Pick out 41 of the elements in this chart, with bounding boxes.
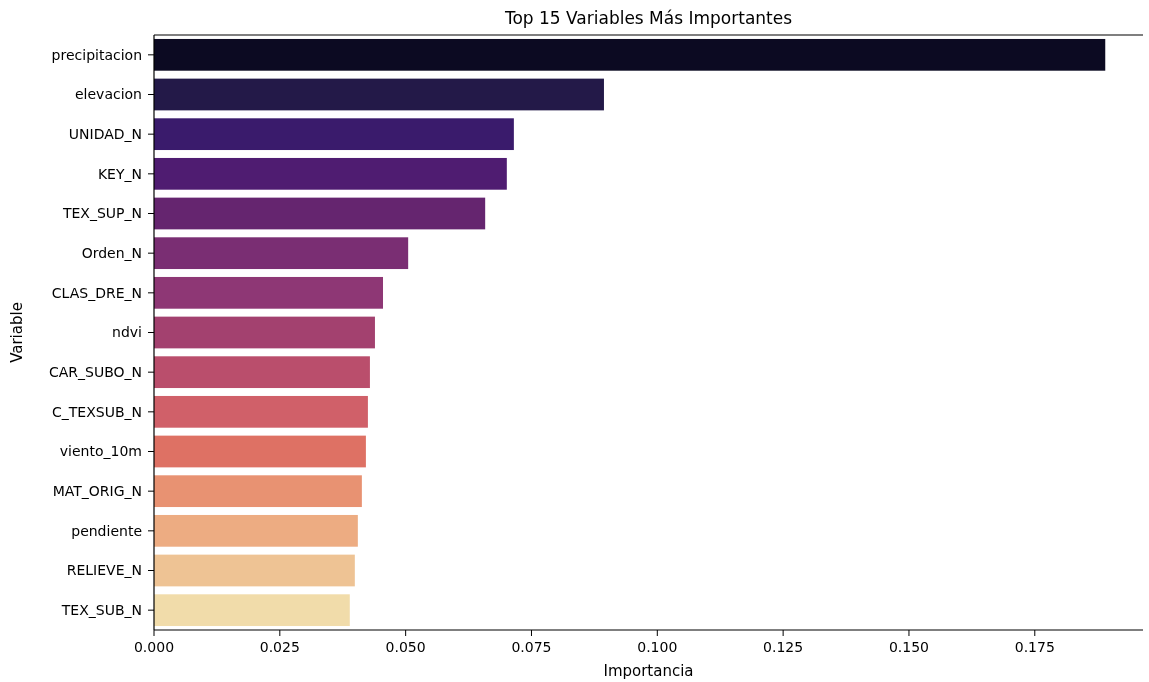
x-axis-title: Importancia — [603, 662, 694, 680]
bar — [154, 554, 355, 587]
bar — [154, 435, 366, 468]
bar — [154, 316, 375, 349]
bar — [154, 118, 514, 151]
bar — [154, 475, 362, 508]
y-tick-label: C_TEXSUB_N — [52, 403, 142, 420]
bar — [154, 514, 358, 547]
bar — [154, 395, 368, 428]
y-tick-label: pendiente — [71, 522, 142, 539]
y-tick-label: KEY_N — [97, 165, 142, 182]
bar — [154, 276, 384, 309]
y-tick-label: CAR_SUBO_N — [48, 364, 142, 381]
x-tick-label: 0.175 — [1014, 639, 1055, 655]
y-tick-label: UNIDAD_N — [68, 126, 142, 143]
y-tick-label: ndvi — [112, 324, 142, 341]
bar — [154, 78, 604, 111]
y-tick-label: TEX_SUP_N — [61, 205, 142, 222]
bar — [154, 197, 486, 230]
y-tick-label: MAT_ORIG_N — [52, 483, 142, 500]
y-tick-label: CLAS_DRE_N — [51, 284, 142, 301]
bar — [154, 594, 350, 627]
x-tick-label: 0.150 — [888, 639, 930, 655]
x-tick-label: 0.075 — [511, 639, 552, 655]
x-tick-label: 0.025 — [259, 639, 300, 655]
bar — [154, 237, 409, 270]
y-tick-label: RELIEVE_N — [66, 562, 142, 579]
x-tick-label: 0.050 — [385, 639, 426, 655]
y-tick-label: TEX_SUB_N — [60, 602, 142, 619]
y-axis-title: Variable — [8, 302, 26, 363]
bar — [154, 157, 507, 190]
y-tick-label: elevacion — [74, 86, 142, 103]
x-tick-label: 0.000 — [133, 639, 175, 655]
chart-title: Top 15 Variables Más Importantes — [503, 8, 793, 28]
bar — [154, 356, 370, 389]
y-tick-label: Orden_N — [81, 245, 142, 262]
bar — [154, 38, 1106, 71]
x-tick-label: 0.100 — [637, 639, 678, 655]
y-tick-label: precipitacion — [51, 46, 142, 63]
x-tick-label: 0.125 — [763, 639, 804, 655]
y-tick-label: viento_10m — [59, 443, 142, 460]
